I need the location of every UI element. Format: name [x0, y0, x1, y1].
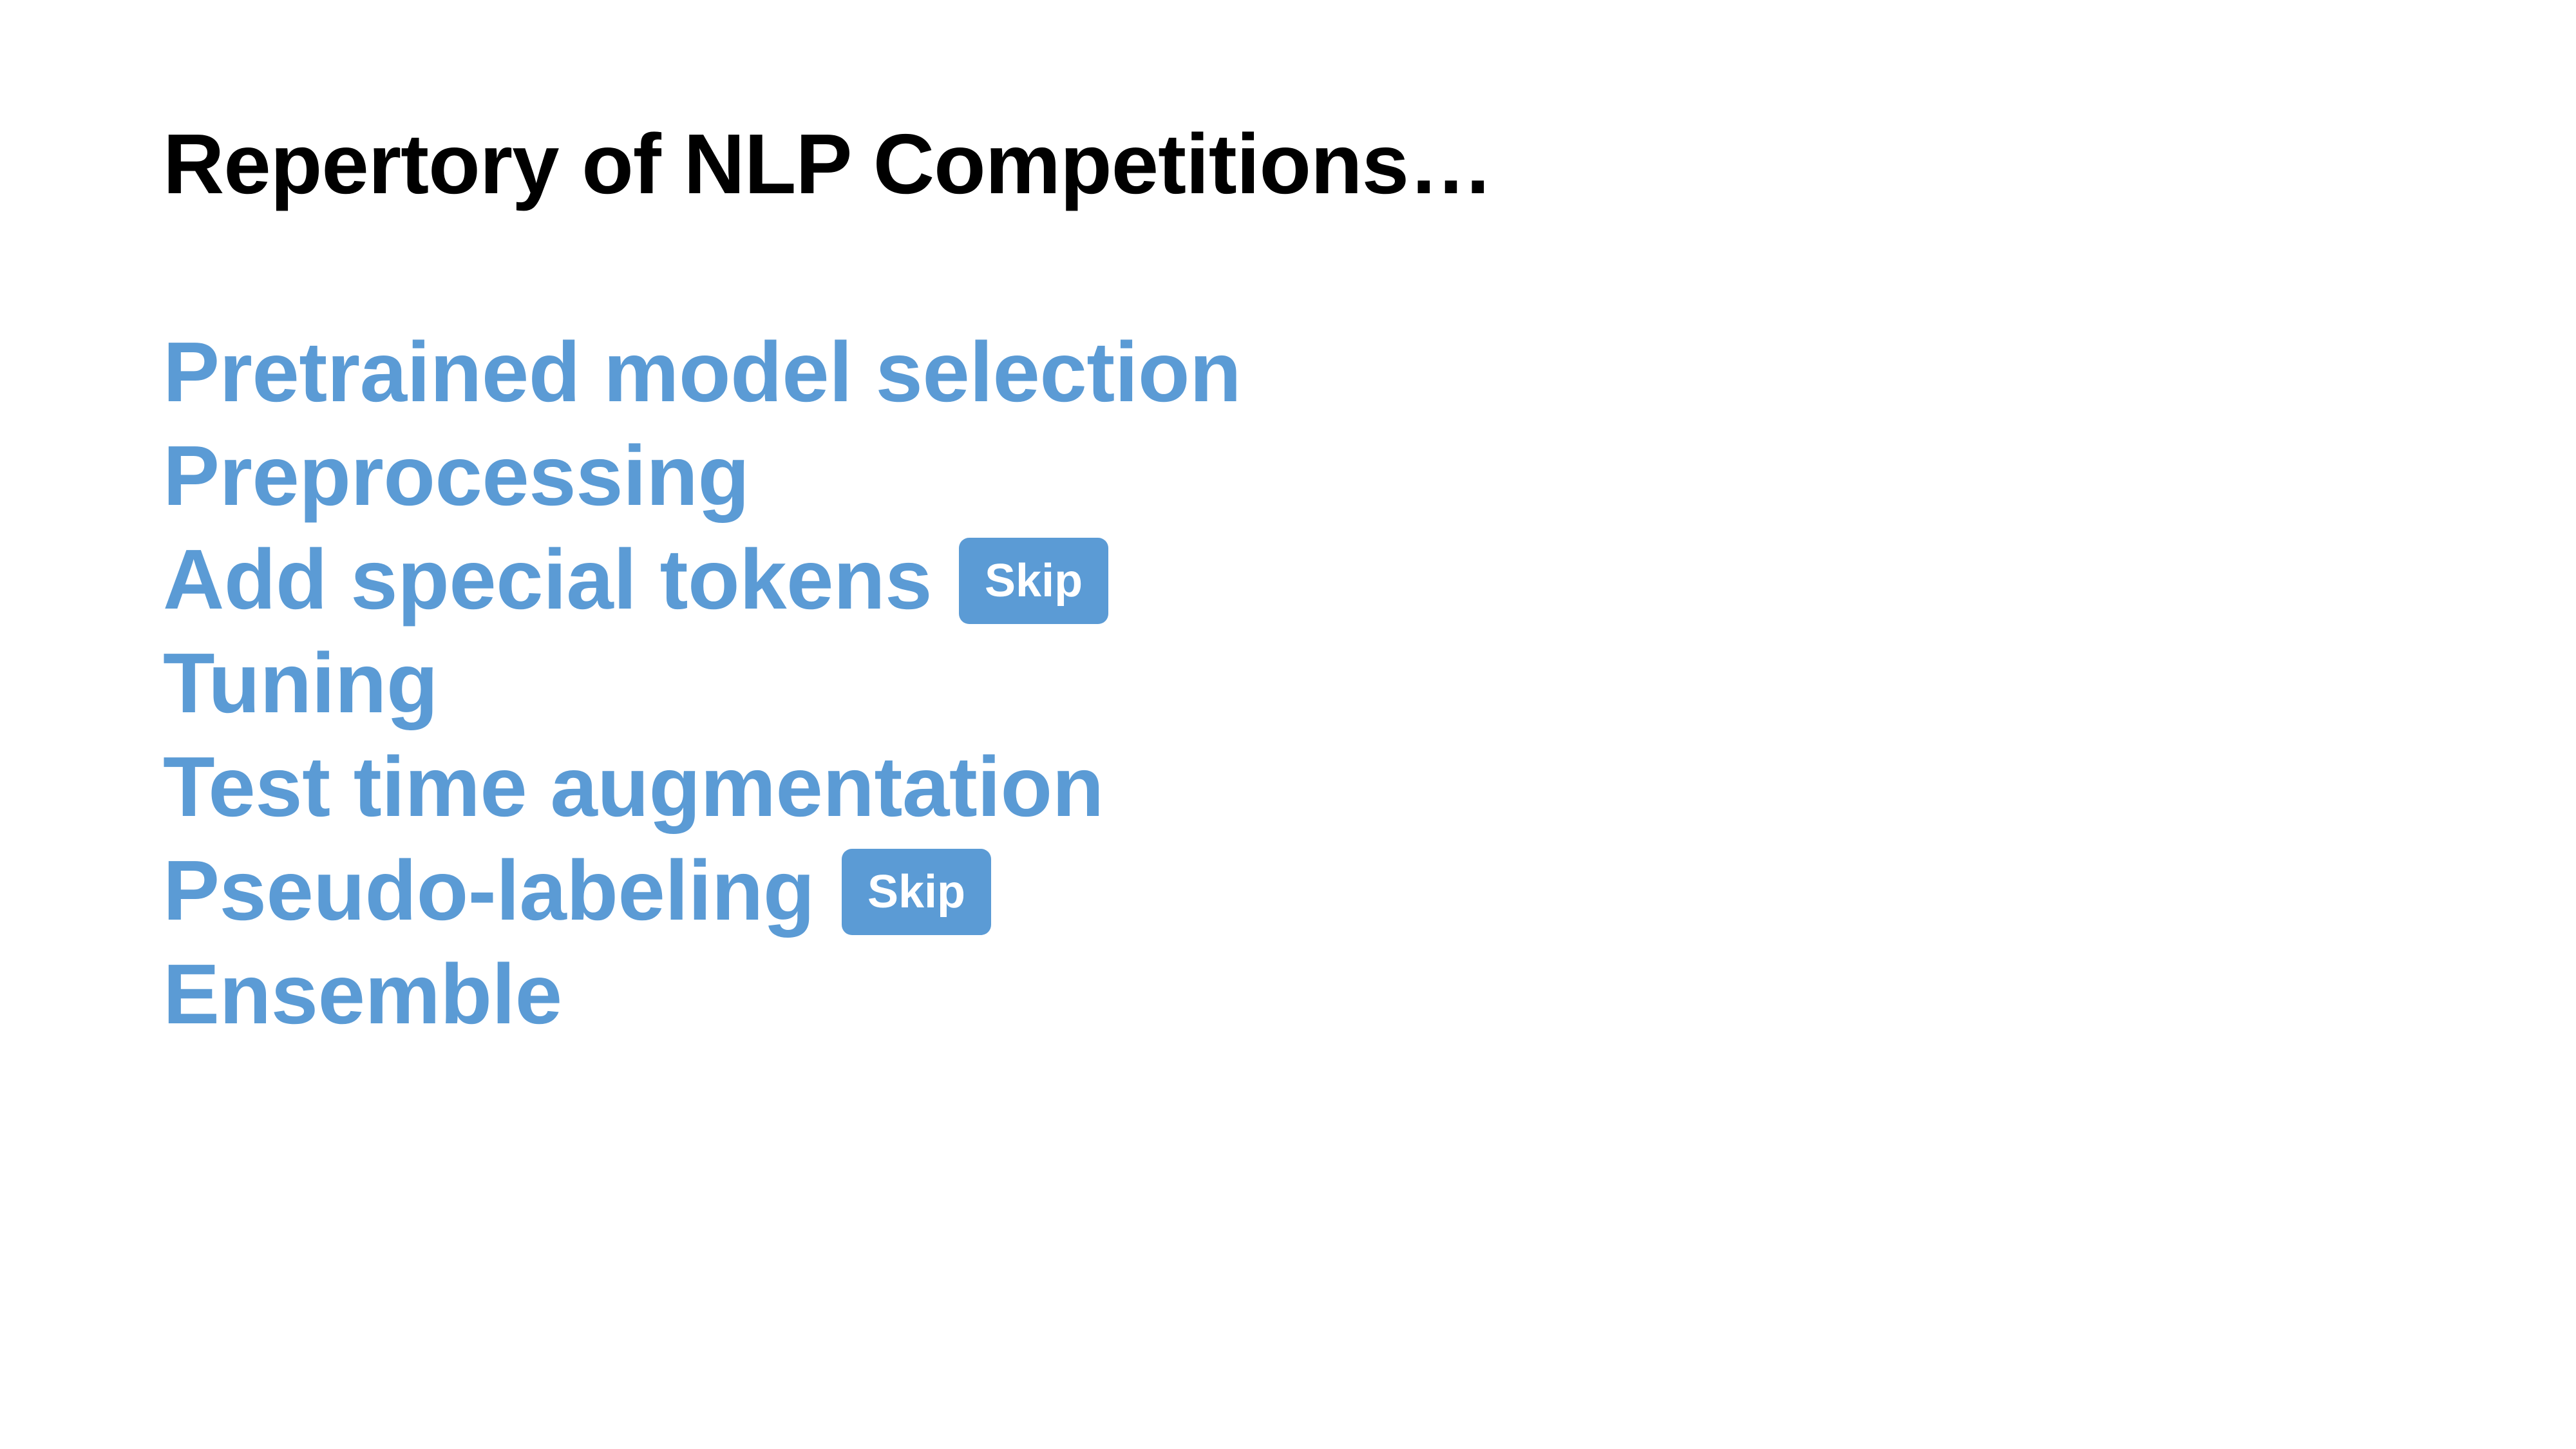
skip-badge: Skip — [841, 848, 992, 935]
list-item-pseudo-labeling: Pseudo-labeling Skip — [163, 838, 1241, 942]
list-item-label: Ensemble — [163, 947, 562, 1041]
list-item-pretrained-model-selection: Pretrained model selection — [163, 320, 1242, 424]
list-item-label: Test time augmentation — [163, 739, 1104, 834]
list-item-add-special-tokens: Add special tokens Skip — [163, 527, 1241, 631]
list-item-ensemble: Ensemble — [163, 942, 1241, 1046]
list-item-tuning: Tuning — [163, 631, 1241, 735]
list-item-label: Pretrained model selection — [163, 325, 1242, 419]
list-item-label: Pseudo-labeling — [163, 843, 815, 938]
topic-list: Pretrained model selection Preprocessing… — [163, 320, 1242, 1046]
list-item-preprocessing: Preprocessing — [163, 424, 1241, 527]
list-item-label: Tuning — [163, 636, 439, 730]
list-item-label: Preprocessing — [163, 428, 750, 523]
skip-badge: Skip — [959, 537, 1109, 624]
list-item-label: Add special tokens — [163, 532, 933, 627]
list-item-test-time-augmentation: Test time augmentation — [163, 735, 1241, 838]
slide-title: Repertory of NLP Competitions… — [163, 117, 1493, 211]
